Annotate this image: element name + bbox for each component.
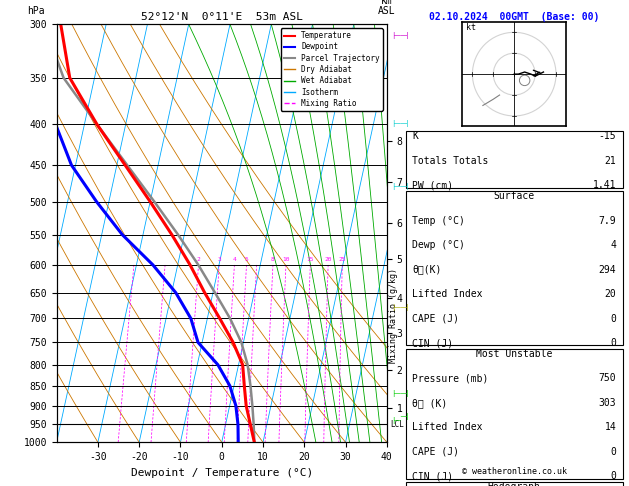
Text: km
ASL: km ASL bbox=[378, 0, 396, 16]
Text: 20: 20 bbox=[604, 289, 616, 299]
Text: CAPE (J): CAPE (J) bbox=[412, 447, 459, 457]
Text: θᴇ(K): θᴇ(K) bbox=[412, 264, 442, 275]
Text: 0: 0 bbox=[610, 338, 616, 348]
Text: 3: 3 bbox=[218, 257, 221, 261]
Text: ⊣: ⊣ bbox=[399, 303, 408, 313]
Text: Temp (°C): Temp (°C) bbox=[412, 215, 465, 226]
Text: 4: 4 bbox=[233, 257, 237, 261]
Text: 0: 0 bbox=[610, 447, 616, 457]
Text: 0: 0 bbox=[610, 313, 616, 324]
Text: Lifted Index: Lifted Index bbox=[412, 422, 482, 433]
Text: 25: 25 bbox=[338, 257, 346, 261]
Text: -15: -15 bbox=[599, 131, 616, 141]
Text: ⊢: ⊢ bbox=[392, 31, 401, 41]
Bar bbox=[406, 349, 623, 479]
Text: ⊢: ⊢ bbox=[392, 416, 401, 426]
Text: kt: kt bbox=[466, 23, 476, 32]
Title: 52°12'N  0°11'E  53m ASL: 52°12'N 0°11'E 53m ASL bbox=[141, 12, 303, 22]
Bar bbox=[406, 482, 623, 486]
Text: 5: 5 bbox=[245, 257, 248, 261]
Text: LCL: LCL bbox=[390, 420, 404, 429]
Text: 750: 750 bbox=[599, 373, 616, 383]
Text: Pressure (mb): Pressure (mb) bbox=[412, 373, 489, 383]
Text: K: K bbox=[412, 131, 418, 141]
Text: 0: 0 bbox=[610, 471, 616, 481]
Text: Dewp (°C): Dewp (°C) bbox=[412, 240, 465, 250]
Text: ⊣: ⊣ bbox=[399, 182, 408, 192]
Legend: Temperature, Dewpoint, Parcel Trajectory, Dry Adiabat, Wet Adiabat, Isotherm, Mi: Temperature, Dewpoint, Parcel Trajectory… bbox=[281, 28, 383, 111]
Bar bbox=[406, 131, 623, 188]
Text: ⊣: ⊣ bbox=[399, 31, 408, 41]
Text: 21: 21 bbox=[604, 156, 616, 166]
Text: 14: 14 bbox=[604, 422, 616, 433]
Text: 4: 4 bbox=[610, 240, 616, 250]
Text: ⊣: ⊣ bbox=[399, 119, 408, 129]
Text: 8: 8 bbox=[271, 257, 275, 261]
Text: ⊢: ⊢ bbox=[392, 182, 401, 192]
Text: 10: 10 bbox=[282, 257, 290, 261]
Text: CAPE (J): CAPE (J) bbox=[412, 313, 459, 324]
Text: Mixing Ratio (g/kg): Mixing Ratio (g/kg) bbox=[389, 268, 398, 364]
Text: CIN (J): CIN (J) bbox=[412, 338, 454, 348]
Text: © weatheronline.co.uk: © weatheronline.co.uk bbox=[462, 467, 567, 476]
Text: Most Unstable: Most Unstable bbox=[476, 349, 552, 359]
Text: Totals Totals: Totals Totals bbox=[412, 156, 489, 166]
Text: Hodograph: Hodograph bbox=[487, 482, 541, 486]
Bar bbox=[406, 191, 623, 346]
Text: θᴇ (K): θᴇ (K) bbox=[412, 398, 447, 408]
Text: 15: 15 bbox=[306, 257, 314, 261]
Text: 7.9: 7.9 bbox=[599, 215, 616, 226]
Text: Surface: Surface bbox=[494, 191, 535, 201]
Text: Lifted Index: Lifted Index bbox=[412, 289, 482, 299]
Text: ⊢: ⊢ bbox=[392, 389, 401, 399]
Text: 02.10.2024  00GMT  (Base: 00): 02.10.2024 00GMT (Base: 00) bbox=[429, 12, 599, 22]
Text: CIN (J): CIN (J) bbox=[412, 471, 454, 481]
Text: 294: 294 bbox=[599, 264, 616, 275]
Text: hPa: hPa bbox=[27, 6, 45, 16]
Text: 20: 20 bbox=[325, 257, 332, 261]
Text: ⊢: ⊢ bbox=[392, 303, 401, 313]
Text: 303: 303 bbox=[599, 398, 616, 408]
Text: ⊢: ⊢ bbox=[392, 119, 401, 129]
Text: 1.41: 1.41 bbox=[593, 180, 616, 190]
Text: ⊣: ⊣ bbox=[399, 389, 408, 399]
Text: PW (cm): PW (cm) bbox=[412, 180, 454, 190]
Text: 2: 2 bbox=[197, 257, 201, 261]
Text: ⊣: ⊣ bbox=[399, 412, 408, 422]
X-axis label: Dewpoint / Temperature (°C): Dewpoint / Temperature (°C) bbox=[131, 468, 313, 478]
